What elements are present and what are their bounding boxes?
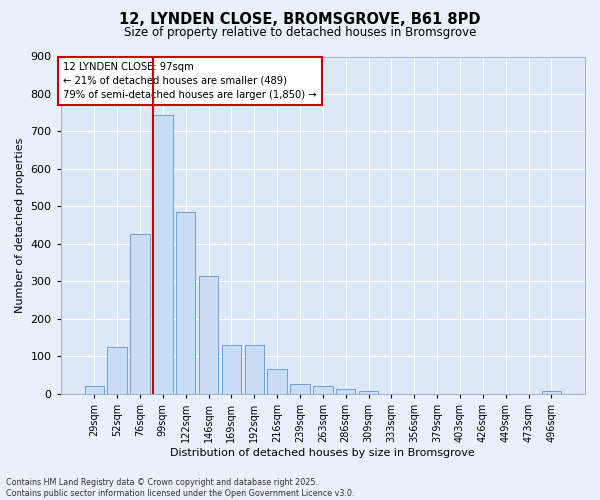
Text: Contains HM Land Registry data © Crown copyright and database right 2025.
Contai: Contains HM Land Registry data © Crown c… [6,478,355,498]
Bar [130,234,149,394]
Bar [336,389,355,394]
Bar [542,390,561,394]
Bar [153,116,173,394]
Bar [85,386,104,394]
Bar [221,345,241,394]
Bar [313,386,332,394]
X-axis label: Distribution of detached houses by size in Bromsgrove: Distribution of detached houses by size … [170,448,475,458]
Bar [245,345,264,394]
Bar [107,346,127,394]
Text: 12, LYNDEN CLOSE, BROMSGROVE, B61 8PD: 12, LYNDEN CLOSE, BROMSGROVE, B61 8PD [119,12,481,28]
Y-axis label: Number of detached properties: Number of detached properties [15,138,25,312]
Bar [199,276,218,394]
Bar [268,369,287,394]
Bar [290,384,310,394]
Text: Size of property relative to detached houses in Bromsgrove: Size of property relative to detached ho… [124,26,476,39]
Text: 12 LYNDEN CLOSE: 97sqm
← 21% of detached houses are smaller (489)
79% of semi-de: 12 LYNDEN CLOSE: 97sqm ← 21% of detached… [64,62,317,100]
Bar [176,212,196,394]
Bar [359,390,378,394]
